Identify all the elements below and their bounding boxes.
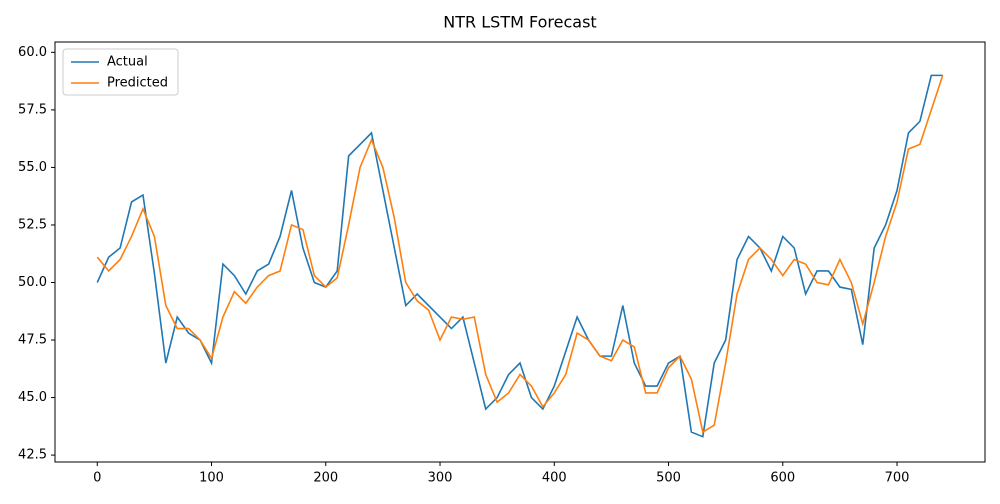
line-series bbox=[96, 75, 944, 434]
x-tick-label: 200 bbox=[313, 471, 338, 486]
x-tick-label: 700 bbox=[885, 471, 910, 486]
legend-label: Actual bbox=[107, 55, 148, 70]
y-tick-label: 45.0 bbox=[18, 390, 47, 405]
y-tick-label: 57.5 bbox=[18, 102, 47, 117]
x-tick-label: 100 bbox=[199, 471, 224, 486]
legend-label: Predicted bbox=[107, 76, 168, 91]
y-tick-label: 52.5 bbox=[18, 217, 47, 232]
y-tick-label: 50.0 bbox=[18, 275, 47, 290]
y-tick-label: 42.5 bbox=[18, 448, 47, 463]
y-tick-label: 60.0 bbox=[18, 45, 47, 60]
x-tick-label: 300 bbox=[428, 471, 453, 486]
line-series bbox=[96, 74, 943, 438]
y-tick-label: 55.0 bbox=[18, 160, 47, 175]
plot-frame bbox=[54, 41, 986, 463]
x-tick-label: 600 bbox=[770, 471, 795, 486]
y-tick-label: 47.5 bbox=[18, 333, 47, 348]
x-tick-label: 400 bbox=[542, 471, 567, 486]
x-tick-label: 500 bbox=[656, 471, 681, 486]
x-tick-label: 0 bbox=[93, 471, 101, 486]
chart-title: NTR LSTM Forecast bbox=[443, 13, 596, 32]
